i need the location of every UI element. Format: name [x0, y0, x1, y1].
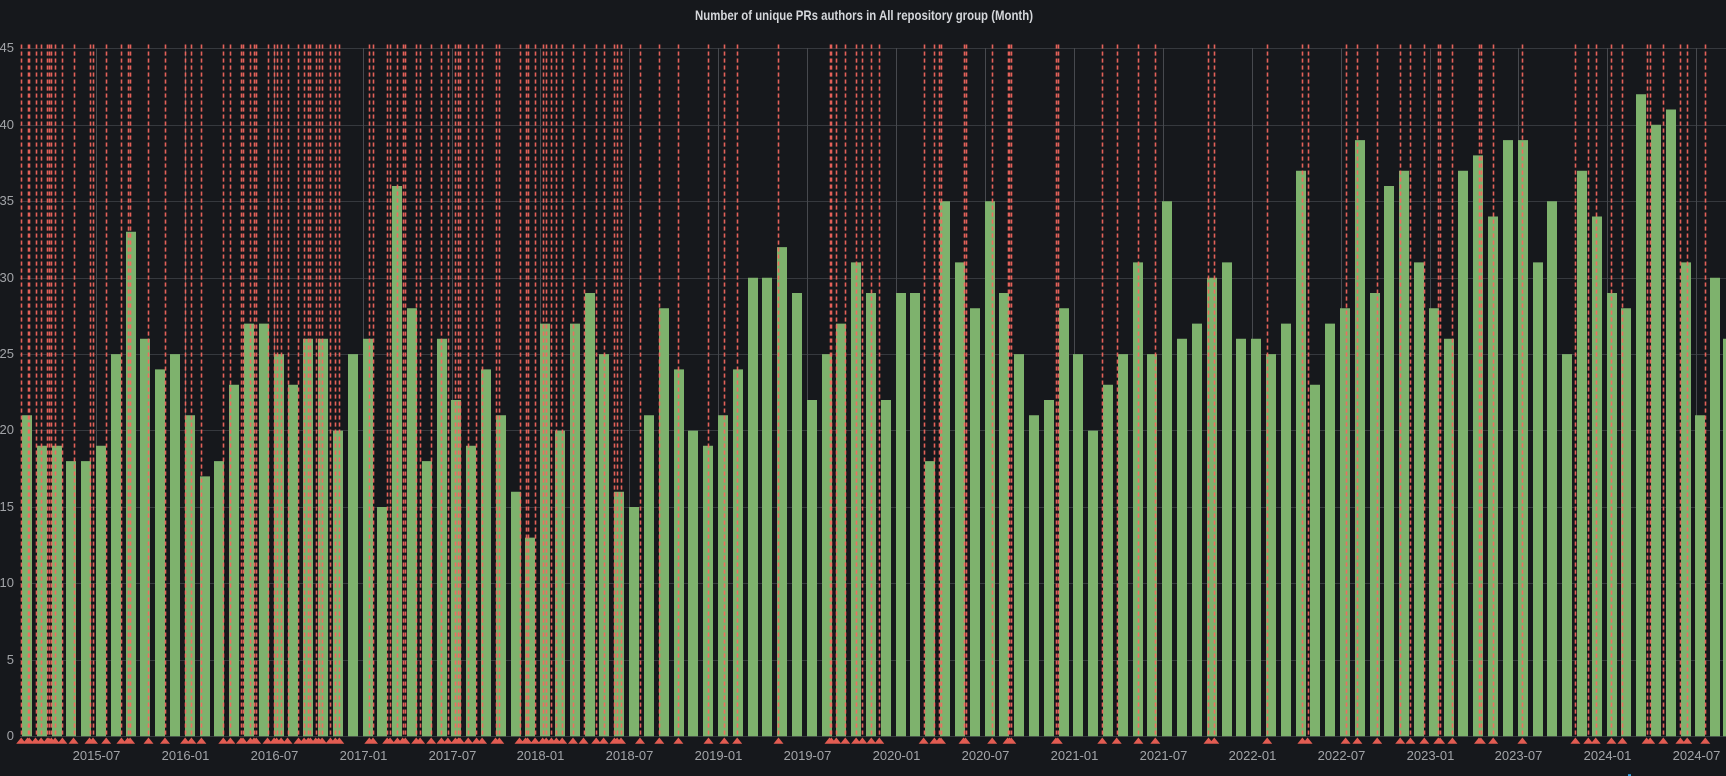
svg-text:40: 40	[0, 117, 14, 132]
svg-text:2020-01: 2020-01	[873, 748, 921, 763]
svg-text:2018-01: 2018-01	[517, 748, 565, 763]
svg-text:2016-07: 2016-07	[251, 748, 299, 763]
svg-text:2018-07: 2018-07	[606, 748, 654, 763]
svg-text:5: 5	[7, 652, 14, 667]
svg-text:2023-07: 2023-07	[1495, 748, 1543, 763]
svg-text:2023-01: 2023-01	[1407, 748, 1455, 763]
svg-text:2022-07: 2022-07	[1318, 748, 1366, 763]
svg-text:2024-01: 2024-01	[1584, 748, 1632, 763]
svg-text:25: 25	[0, 346, 14, 361]
svg-text:2022-01: 2022-01	[1229, 748, 1277, 763]
svg-text:Number of unique PRs authors i: Number of unique PRs authors in All repo…	[695, 7, 1033, 23]
svg-text:2020-07: 2020-07	[962, 748, 1010, 763]
svg-text:15: 15	[0, 499, 14, 514]
svg-text:2015-07: 2015-07	[73, 748, 121, 763]
svg-text:2021-07: 2021-07	[1140, 748, 1188, 763]
svg-text:2024-07: 2024-07	[1673, 748, 1721, 763]
svg-text:35: 35	[0, 193, 14, 208]
svg-text:10: 10	[0, 575, 14, 590]
svg-text:45: 45	[0, 40, 14, 55]
svg-text:2019-07: 2019-07	[784, 748, 832, 763]
svg-text:2021-01: 2021-01	[1051, 748, 1099, 763]
svg-text:20: 20	[0, 422, 14, 437]
svg-text:0: 0	[7, 728, 14, 743]
svg-text:30: 30	[0, 270, 14, 285]
svg-text:2017-07: 2017-07	[429, 748, 477, 763]
svg-text:2019-01: 2019-01	[695, 748, 743, 763]
svg-text:2016-01: 2016-01	[162, 748, 210, 763]
svg-text:2017-01: 2017-01	[340, 748, 388, 763]
